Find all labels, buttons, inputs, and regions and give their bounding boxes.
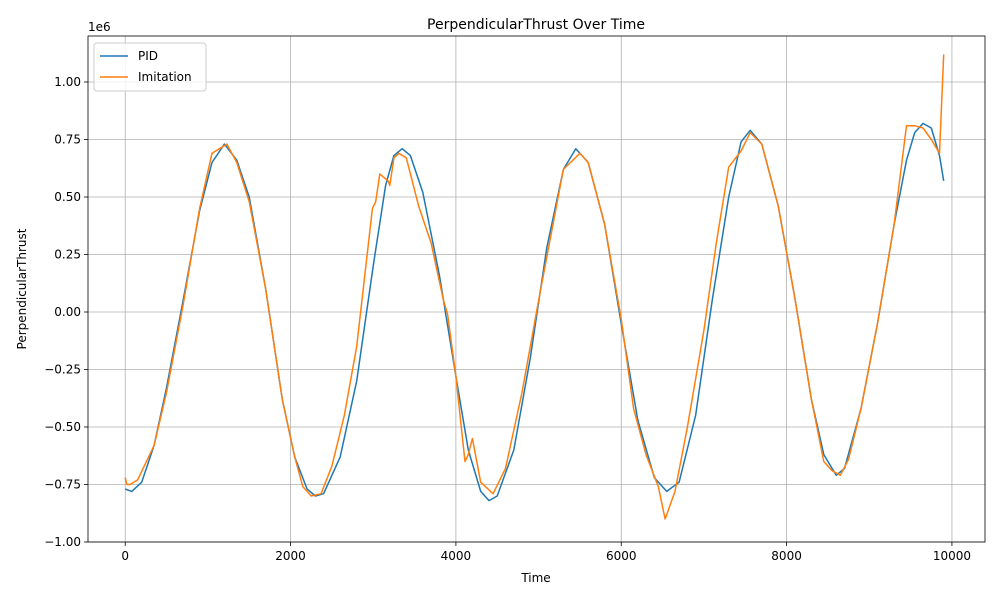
x-tick-label: 0: [121, 549, 129, 563]
y-tick-label: 0.75: [54, 133, 81, 147]
y-tick-label: 0.00: [54, 305, 81, 319]
x-tick-label: 10000: [933, 549, 971, 563]
x-tick-label: 6000: [606, 549, 637, 563]
y-offset-label: 1e6: [88, 20, 111, 34]
legend: PID Imitation: [93, 42, 207, 92]
x-axis-label: Time: [520, 571, 550, 585]
legend-entry: PID: [138, 49, 158, 63]
x-tick-label: 2000: [275, 549, 306, 563]
chart-title: PerpendicularThrust Over Time: [427, 17, 645, 33]
y-tick-label: 0.50: [54, 190, 81, 204]
y-tick-label: 1.00: [54, 75, 81, 89]
y-tick-label: −0.75: [44, 478, 81, 492]
plot-frame: [87, 35, 986, 543]
x-tick-label: 4000: [441, 549, 472, 563]
x-axis: 0 2000 4000 6000 8000 10000: [121, 542, 971, 563]
y-tick-label: 0.25: [54, 248, 81, 262]
y-tick-label: −0.25: [44, 363, 81, 377]
y-axis-label: PerpendicularThrust: [15, 228, 29, 349]
x-tick-label: 8000: [771, 549, 802, 563]
y-tick-label: −1.00: [44, 535, 81, 549]
series-line-imitation: [124, 54, 945, 520]
legend-entry: Imitation: [138, 70, 192, 84]
y-tick-label: −0.50: [44, 420, 81, 434]
y-axis: −1.00 −0.75 −0.50 −0.25 0.00 0.25 0.50 0.75 1.00: [44, 75, 88, 549]
series-lines: [124, 54, 945, 520]
legend-box: [93, 42, 207, 92]
